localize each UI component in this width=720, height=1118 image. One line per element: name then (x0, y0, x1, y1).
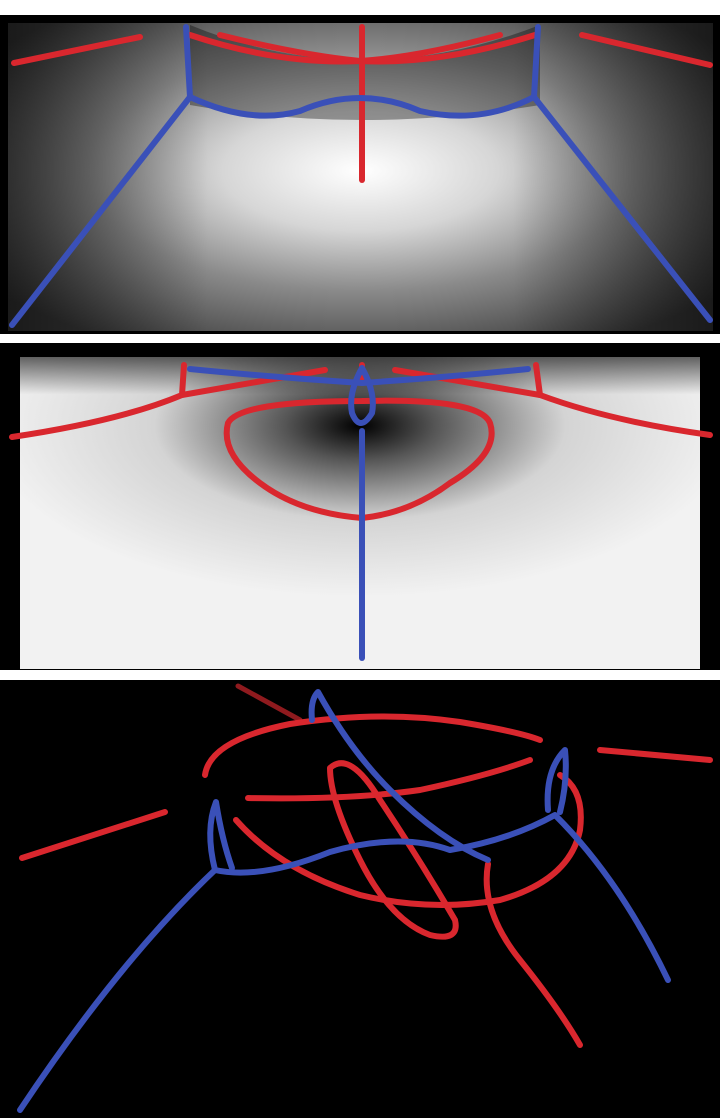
red-curve-back-stub (235, 683, 303, 723)
red-curve-ring-top (202, 713, 543, 778)
blue-curve-wave (187, 94, 537, 119)
blue-curve-right-post (531, 24, 541, 100)
red-curve-right (597, 747, 713, 763)
red-curve-right (579, 32, 713, 68)
blue-curve-left-leg (9, 94, 193, 328)
blue-curve-left-loop (207, 799, 235, 873)
panel-top-render (8, 23, 713, 331)
blue-curve-left-post (183, 24, 193, 100)
panel-top (0, 15, 720, 334)
panel-bottom-render (0, 680, 720, 1118)
red-curve-ring-front (233, 772, 584, 908)
panel-middle (0, 343, 720, 670)
red-curve-left (11, 34, 143, 66)
red-curve-middle (245, 757, 533, 802)
blue-curve-left-leg (17, 867, 218, 1113)
blue-curve-right-leg (553, 813, 671, 983)
red-curve-left (9, 362, 187, 440)
blue-curve-right-loop (544, 747, 569, 815)
red-curve-left (19, 809, 168, 861)
red-curve-right (533, 362, 713, 438)
red-curve-right-top (392, 367, 543, 398)
panel-middle-render (9, 357, 713, 669)
red-curve-left-top (179, 367, 328, 398)
panel-bottom (0, 680, 720, 1118)
red-curve-lower-right (483, 861, 583, 1048)
blue-curve-right-leg (531, 94, 713, 323)
blue-curve-middle (212, 812, 558, 876)
shading-background (0, 680, 720, 1118)
blue-curve-drop (348, 365, 376, 426)
blue-curve-top (187, 366, 531, 386)
blue-curve-diagonal (308, 689, 491, 863)
shading-left (8, 23, 208, 331)
